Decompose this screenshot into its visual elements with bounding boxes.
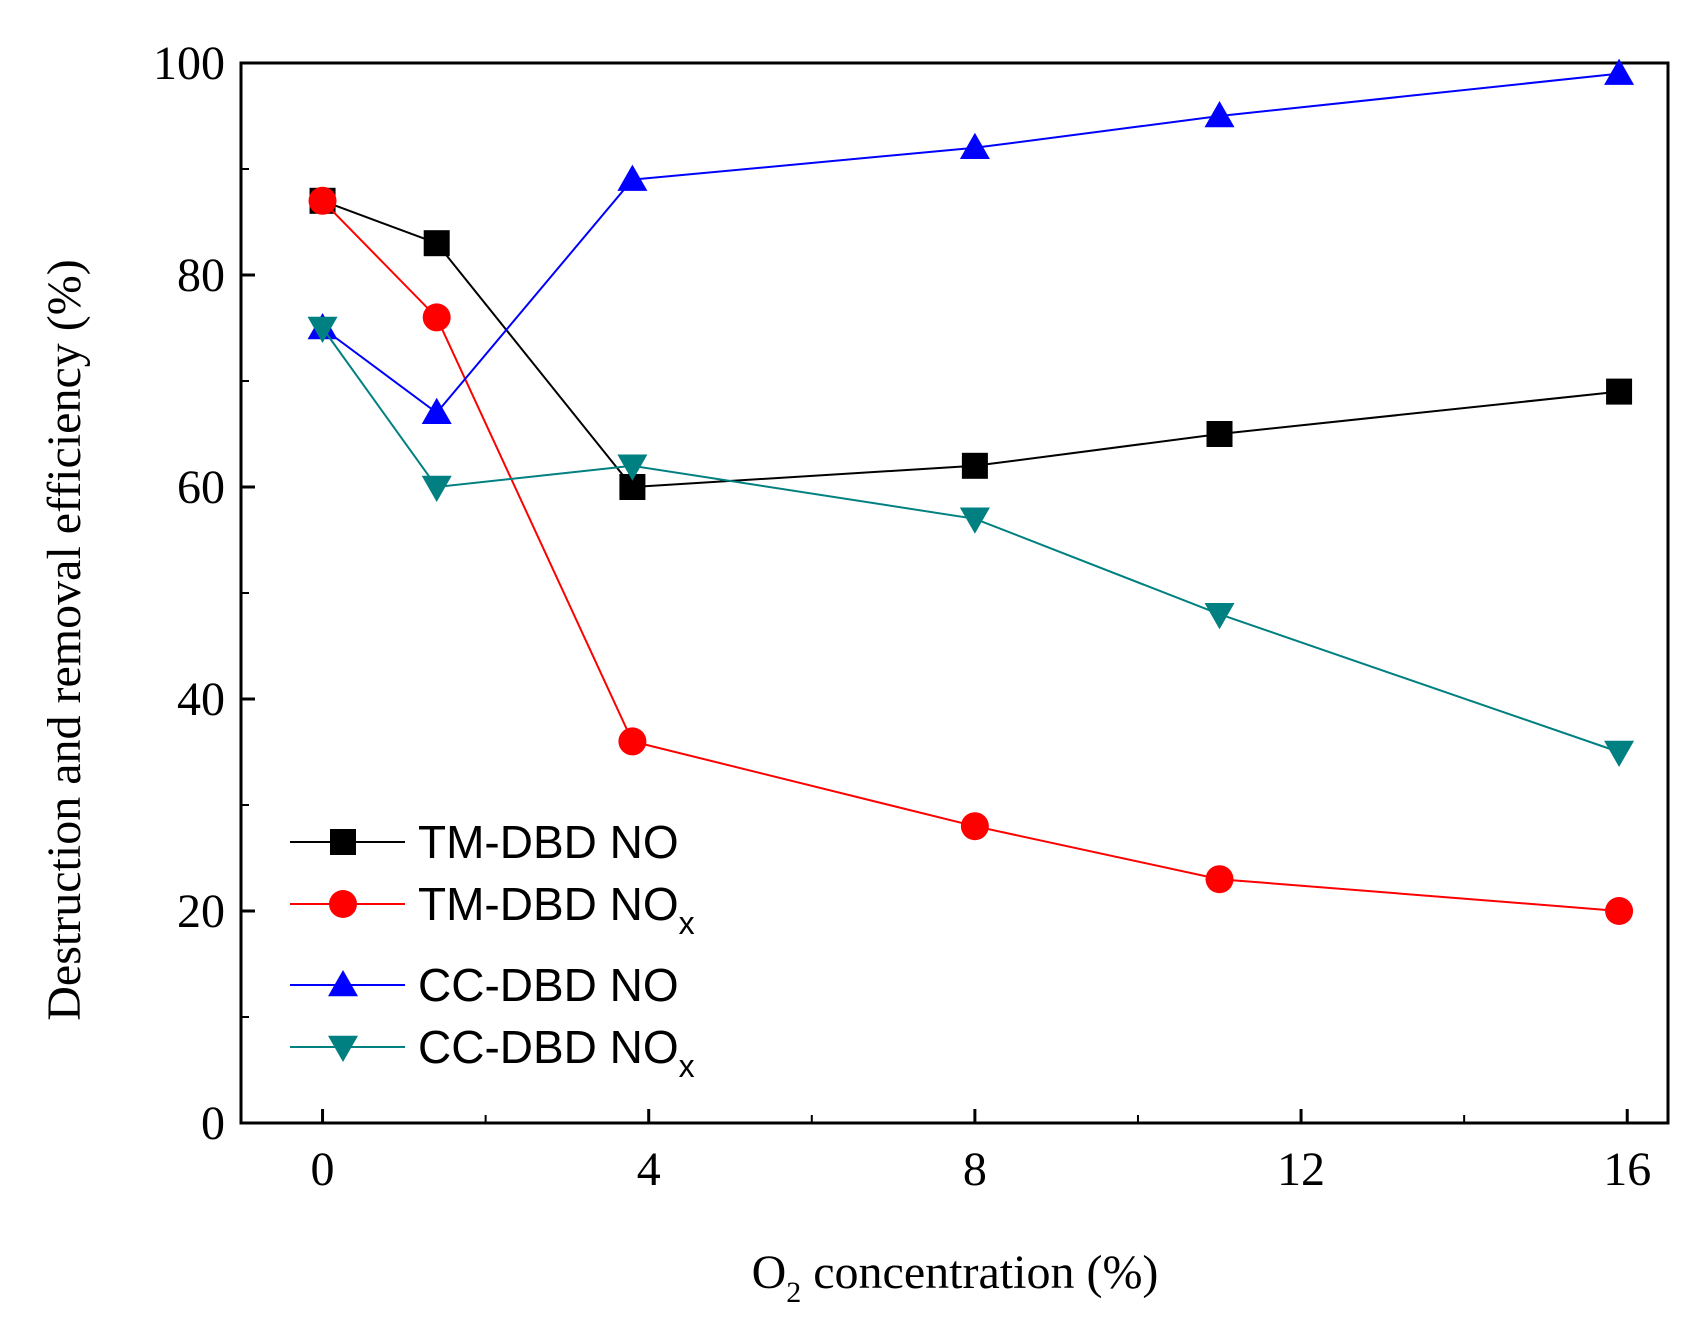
legend-label-subscript: x [679,1048,695,1084]
data-point [421,475,452,502]
axes: 0 4 8 12 16 0 20 40 60 80 100 [153,37,1670,1196]
data-point [960,812,989,841]
data-point [1204,101,1235,128]
series-cc-dbd-nox [307,316,1635,767]
data-point [422,303,451,332]
x-tick-label: 0 [311,1143,335,1196]
legend-label: CC-DBD NO [418,959,679,1011]
x-axis-label-main: O [752,1246,787,1299]
legend-label-main: CC-DBD NO [418,1021,679,1073]
y-axis-label: Destruction and removal efficiency (%) [38,259,91,1020]
data-point [1204,602,1235,630]
data-point [617,164,648,191]
series-cc-dbd-no [307,58,1635,425]
y-tick-label: 60 [177,461,225,514]
series-line [322,199,1620,489]
y-tick-label: 40 [177,673,225,726]
legend-item: TM-DBD NO [290,816,679,868]
x-axis-label-rest: concentration (%) [801,1246,1158,1299]
legend-label-main: TM-DBD NO [418,816,679,868]
data-point [959,507,990,534]
x-axis-label-subscript: 2 [786,1276,801,1309]
y-tick-label: 20 [177,885,225,938]
series-line [321,200,1620,912]
series-layer [307,58,1635,925]
legend-item: CC-DBD NO [290,959,679,1011]
legend-label: TM-DBD NO [418,816,679,868]
data-point [1604,740,1635,767]
data-point [1606,378,1633,405]
legend-marker [328,1035,358,1062]
legend-label-main: TM-DBD NO [418,878,679,930]
data-point [618,727,647,756]
legend-marker [328,970,358,997]
series-line [321,72,1620,415]
y-tick-label: 100 [153,37,225,90]
series-tm-dbd-nox [308,186,1634,925]
data-point [1605,897,1634,925]
x-tick-label: 8 [963,1143,987,1196]
data-point [1604,58,1635,85]
legend-marker [329,890,357,918]
series-line [321,327,1620,753]
legend-label: CC-DBD NOx [418,1021,695,1084]
y-tick-label: 0 [201,1097,225,1150]
data-point [959,132,990,160]
legend-label-subscript: x [679,905,695,941]
legend-marker [330,829,356,855]
data-point [961,452,988,479]
legend-item: CC-DBD NOx [290,1021,695,1084]
data-point [617,454,648,481]
legend-item: TM-DBD NOx [290,878,695,941]
legend-label: TM-DBD NOx [418,878,695,941]
data-point [1206,421,1233,447]
data-point [1205,865,1234,894]
data-point [307,316,338,343]
x-tick-label: 16 [1603,1143,1651,1196]
y-tick-label: 80 [177,249,225,302]
data-point [308,186,337,215]
data-point [423,230,450,257]
x-axis-label: O2 concentration (%) [752,1246,1159,1309]
legend-label-main: CC-DBD NO [418,959,679,1011]
x-tick-label: 4 [637,1143,661,1196]
x-tick-label: 12 [1277,1143,1325,1196]
data-point [421,397,452,425]
